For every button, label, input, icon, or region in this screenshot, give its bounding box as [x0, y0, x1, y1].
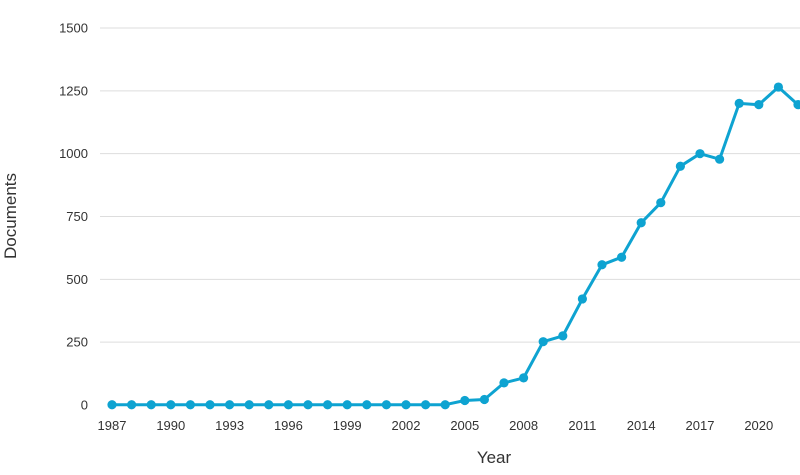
data-point-2004 [440, 400, 450, 410]
data-point-2011 [577, 294, 588, 304]
y-tick-label: 750 [66, 209, 88, 224]
data-point-2013 [617, 252, 627, 262]
data-point-2003 [421, 400, 431, 410]
y-axis-title: Documents [1, 173, 20, 259]
x-tick-label: 2005 [450, 418, 479, 433]
data-point-1991 [185, 400, 195, 410]
data-point-1989 [146, 400, 156, 410]
data-point-1987 [107, 400, 117, 410]
data-point-2009 [538, 337, 548, 347]
y-tick-label: 250 [66, 335, 88, 350]
data-point-1995 [264, 400, 274, 410]
data-point-1988 [127, 400, 137, 410]
x-tick-label: 1996 [274, 418, 303, 433]
y-tick-label: 1500 [59, 21, 88, 36]
data-point-1996 [283, 400, 293, 410]
gridlines [100, 27, 800, 343]
data-point-1990 [166, 400, 176, 410]
x-tick-label: 1990 [156, 418, 185, 433]
x-axis-title: Year [477, 448, 512, 467]
y-tick-label: 0 [81, 398, 88, 413]
x-tick-label: 1993 [215, 418, 244, 433]
series-layer [112, 85, 800, 407]
data-point-2007 [499, 378, 509, 388]
y-tick-label: 500 [66, 272, 88, 287]
data-point-1993 [225, 400, 235, 410]
data-point-2020 [754, 100, 764, 110]
data-point-2000 [362, 400, 372, 410]
data-point-2006 [479, 394, 489, 405]
data-point-1994 [244, 400, 254, 410]
data-point-1997 [303, 400, 313, 410]
y-tick-label: 1250 [59, 83, 88, 98]
x-tick-label: 2014 [627, 418, 656, 433]
data-point-2021 [773, 82, 784, 92]
data-point-2014 [636, 218, 646, 228]
x-tick-label: 2011 [568, 418, 596, 433]
data-point-2010 [558, 331, 568, 341]
data-point-2005 [460, 395, 470, 406]
x-tick-label: 2017 [686, 418, 715, 433]
data-point-2002 [401, 400, 411, 410]
x-tick-label: 2020 [744, 418, 773, 433]
data-point-2012 [597, 260, 607, 270]
data-point-2017 [695, 149, 705, 159]
data-point-1999 [342, 400, 352, 410]
x-tick-label: 2008 [509, 418, 538, 433]
x-tick-label: 2002 [392, 418, 421, 433]
data-point-2008 [519, 373, 529, 383]
series-line-0 [112, 85, 800, 407]
data-point-2015 [656, 198, 666, 208]
x-tick-label: 1987 [98, 418, 127, 433]
data-point-2022 [793, 100, 800, 110]
data-point-1998 [323, 400, 333, 410]
data-point-2019 [734, 98, 744, 108]
data-points [107, 82, 800, 410]
data-point-1992 [205, 400, 215, 410]
data-point-2018 [715, 154, 725, 164]
data-point-2001 [381, 400, 391, 410]
y-axis-ticks: 0 250 500 750 1000 1250 1500 [59, 21, 88, 413]
y-tick-label: 1000 [59, 146, 88, 161]
x-tick-label: 1999 [333, 418, 362, 433]
x-axis-ticks: 1987 1990 1993 1996 1999 2002 2005 2008 2011 2014… [98, 418, 774, 433]
data-point-2016 [675, 161, 686, 171]
